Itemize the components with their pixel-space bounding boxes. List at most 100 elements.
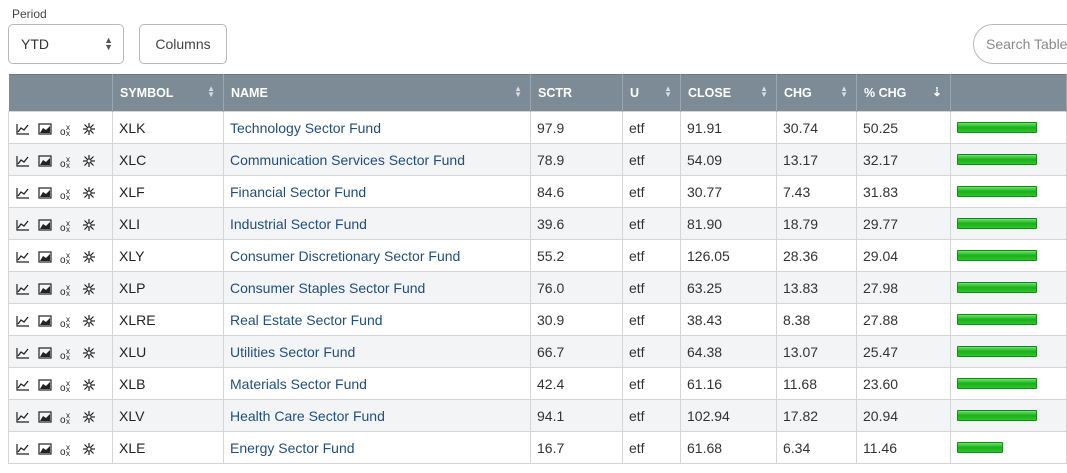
line-chart-icon[interactable]: [15, 411, 30, 423]
name-link[interactable]: Utilities Sector Fund: [223, 335, 531, 368]
line-chart-icon[interactable]: [15, 187, 30, 199]
area-chart-icon[interactable]: [37, 347, 52, 359]
name-link[interactable]: Consumer Staples Sector Fund: [223, 271, 531, 304]
seasonality-icon[interactable]: [81, 346, 96, 360]
select-arrows-icon: ▲ ▼: [104, 35, 113, 52]
name-link[interactable]: Communication Services Sector Fund: [223, 143, 531, 176]
header-symbol[interactable]: SYMBOL ▲ ▼: [112, 74, 224, 112]
line-chart-icon[interactable]: [15, 123, 30, 135]
seasonality-icon[interactable]: [81, 314, 96, 328]
name-link[interactable]: Financial Sector Fund: [223, 175, 531, 208]
chg-cell: 11.68: [776, 367, 857, 400]
seasonality-icon[interactable]: [81, 378, 96, 392]
area-chart-icon[interactable]: [37, 251, 52, 263]
area-chart-icon[interactable]: [37, 283, 52, 295]
sort-descending-icon: ⇣: [931, 85, 942, 99]
seasonality-icon[interactable]: [81, 442, 96, 456]
area-chart-icon[interactable]: [37, 123, 52, 135]
symbol-cell: XLK: [112, 111, 224, 144]
svg-text:o: o: [60, 415, 66, 424]
svg-text:x: x: [66, 257, 70, 264]
line-chart-icon[interactable]: [15, 283, 30, 295]
pct-chg-cell: 27.98: [856, 271, 951, 304]
area-chart-icon[interactable]: [37, 411, 52, 423]
line-chart-icon[interactable]: [15, 155, 30, 167]
name-link[interactable]: Materials Sector Fund: [223, 367, 531, 400]
symbol-cell: XLB: [112, 367, 224, 400]
pct-chg-bar: [957, 314, 1037, 325]
seasonality-icon[interactable]: [81, 218, 96, 232]
period-select[interactable]: YTD ▲ ▼: [8, 24, 124, 64]
svg-text:x: x: [66, 417, 70, 424]
name-link[interactable]: Energy Sector Fund: [223, 431, 531, 464]
header-close[interactable]: CLOSE ▲ ▼: [680, 74, 777, 112]
name-link[interactable]: Consumer Discretionary Sector Fund: [223, 239, 531, 272]
period-select-value: YTD: [21, 36, 49, 52]
seasonality-icon[interactable]: [81, 282, 96, 296]
seasonality-icon[interactable]: [81, 154, 96, 168]
line-chart-icon[interactable]: [15, 251, 30, 263]
line-chart-icon[interactable]: [15, 315, 30, 327]
close-cell: 54.09: [680, 143, 777, 176]
area-chart-icon[interactable]: [37, 155, 52, 167]
search-table-input[interactable]: [973, 24, 1067, 64]
svg-text:o: o: [60, 351, 66, 360]
name-link[interactable]: Industrial Sector Fund: [223, 207, 531, 240]
header-icons: [8, 74, 113, 112]
line-chart-icon[interactable]: [15, 219, 30, 231]
svg-text:o: o: [60, 223, 66, 232]
sector-table: SYMBOL ▲ ▼ NAME ▲ ▼ SCTR U ▲ ▼ CLOSE ▲ ▼ CHG ▲ ▼ %…: [8, 74, 1067, 464]
header-pct-chg[interactable]: % CHG ⇣: [856, 74, 951, 112]
svg-text:x: x: [66, 321, 70, 328]
area-chart-icon[interactable]: [37, 443, 52, 455]
area-chart-icon[interactable]: [37, 315, 52, 327]
line-chart-icon[interactable]: [15, 347, 30, 359]
columns-button[interactable]: Columns: [139, 24, 227, 64]
svg-text:x: x: [66, 449, 70, 456]
line-chart-icon[interactable]: [15, 443, 30, 455]
pct-chg-bar: [957, 378, 1037, 389]
name-link[interactable]: Health Care Sector Fund: [223, 399, 531, 432]
header-sctr[interactable]: SCTR: [530, 74, 623, 112]
line-chart-icon[interactable]: [15, 379, 30, 391]
symbol-cell: XLF: [112, 175, 224, 208]
seasonality-icon[interactable]: [81, 250, 96, 264]
seasonality-icon[interactable]: [81, 410, 96, 424]
header-u[interactable]: U ▲ ▼: [622, 74, 681, 112]
area-chart-icon[interactable]: [37, 187, 52, 199]
name-link[interactable]: Real Estate Sector Fund: [223, 303, 531, 336]
bar-cell: [950, 335, 1067, 368]
close-cell: 38.43: [680, 303, 777, 336]
svg-text:x: x: [66, 411, 70, 420]
header-name[interactable]: NAME ▲ ▼: [223, 74, 531, 112]
header-chg[interactable]: CHG ▲ ▼: [776, 74, 857, 112]
svg-text:x: x: [66, 219, 70, 228]
area-chart-icon[interactable]: [37, 219, 52, 231]
u-cell: etf: [622, 367, 681, 400]
area-chart-icon[interactable]: [37, 379, 52, 391]
pct-chg-bar: [957, 154, 1037, 165]
name-link[interactable]: Technology Sector Fund: [223, 111, 531, 144]
seasonality-icon[interactable]: [81, 186, 96, 200]
seasonality-icon[interactable]: [81, 122, 96, 136]
